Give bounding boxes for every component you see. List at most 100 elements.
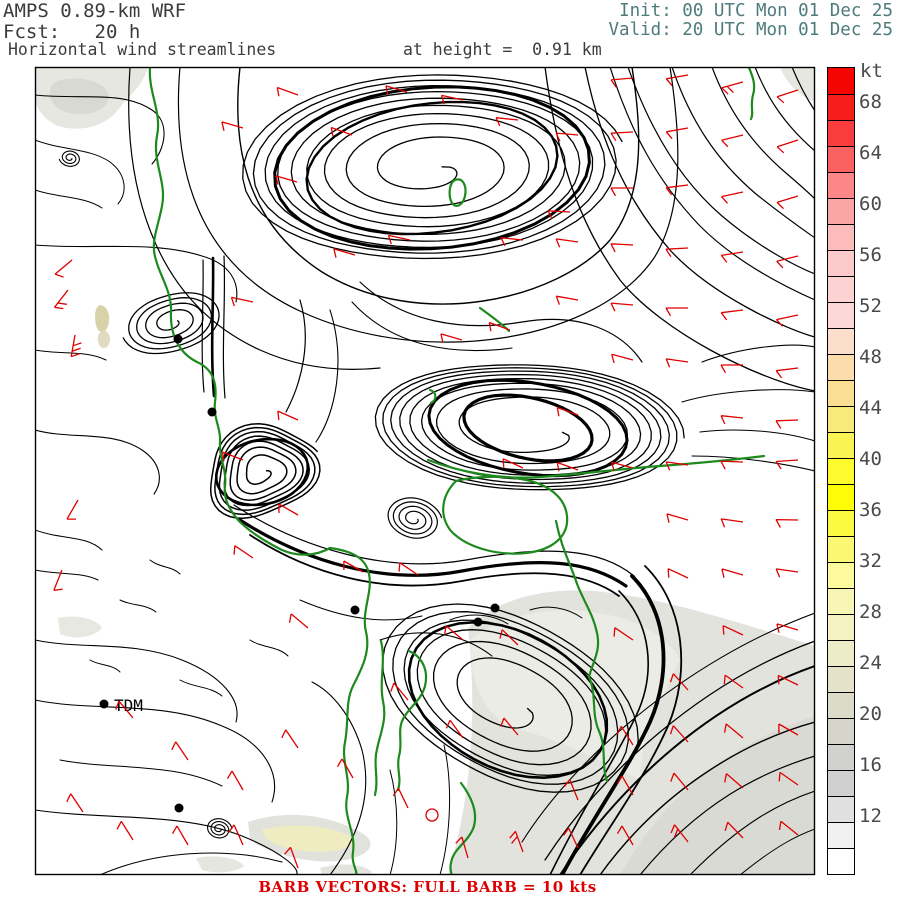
wind-barb	[171, 741, 189, 761]
colorbar-cell	[828, 718, 854, 744]
colorbar-tick-label: 44	[859, 397, 882, 419]
wind-barb	[555, 295, 579, 305]
wind-barb	[721, 568, 744, 578]
colorbar-tick-label: 20	[859, 703, 882, 725]
coastline	[426, 454, 766, 479]
wind-barb	[778, 820, 799, 836]
wind-barb	[555, 132, 579, 142]
colorbar-units-label: kt	[860, 60, 883, 82]
colorbar-cell	[828, 562, 854, 588]
streamline	[177, 67, 679, 343]
wind-barb	[116, 820, 134, 841]
wind-barb	[556, 461, 579, 472]
wind-barb	[724, 773, 744, 789]
wind-barb	[775, 367, 799, 379]
terrain-patch	[95, 305, 110, 332]
wind-barb	[669, 673, 689, 691]
wind-barb	[440, 333, 463, 343]
height-label: at height = 0.91 km	[403, 40, 602, 59]
terrain-patch	[58, 616, 102, 638]
wind-barb	[775, 459, 799, 470]
colorbar-cell	[828, 302, 854, 328]
wind-barb	[776, 623, 799, 633]
colorbar-cell	[828, 822, 854, 848]
streamline	[149, 559, 181, 575]
streamline	[35, 569, 99, 581]
colorbar-cell	[828, 276, 854, 302]
wind-barb	[665, 247, 689, 258]
wind-barb	[670, 824, 689, 843]
wind-barb	[616, 825, 634, 846]
vortex-dense-ring	[273, 85, 591, 251]
wind-barb	[336, 758, 354, 779]
streamline	[699, 429, 815, 442]
wind-barbs-group	[53, 74, 799, 869]
wind-barb	[563, 779, 579, 801]
streamline	[521, 612, 815, 843]
vortex-spiral	[207, 818, 233, 839]
colorbar-cell	[828, 432, 854, 458]
wind-barb	[228, 824, 244, 846]
streamline	[222, 255, 226, 399]
wind-barb	[776, 89, 799, 104]
station-dot	[174, 803, 184, 813]
init-time: Init: 00 UTC Mon 01 Dec 25	[619, 1, 893, 21]
streamline	[529, 606, 583, 619]
station-dot	[473, 617, 483, 627]
terrain-patch	[196, 856, 244, 873]
streamline	[128, 67, 381, 371]
colorbar-cell	[828, 380, 854, 406]
wind-barb	[666, 513, 689, 523]
wind-barb	[723, 674, 744, 689]
wind-barb	[547, 210, 571, 220]
wind-barb	[277, 410, 299, 421]
colorbar-cell	[828, 640, 854, 666]
colorbar	[827, 67, 855, 875]
wind-barb	[275, 175, 298, 185]
station-dot	[490, 603, 500, 613]
streamline	[285, 299, 306, 413]
colorbar-cell	[828, 94, 854, 120]
map-border	[34, 66, 816, 876]
wind-barb	[276, 86, 299, 97]
streamline	[237, 67, 640, 305]
wind-barb	[720, 364, 743, 374]
terrain-patch	[262, 825, 356, 852]
model-title: AMPS 0.89-km WRF	[3, 0, 187, 22]
colorbar-tick-label: 28	[859, 601, 882, 623]
wind-barb	[333, 248, 356, 258]
vortices-group	[58, 74, 685, 839]
wind-barb	[343, 560, 364, 573]
colorbar-cell	[828, 744, 854, 770]
streamline	[35, 699, 276, 803]
colorbar-cell	[828, 354, 854, 380]
streamline	[238, 518, 628, 588]
streamlines-group	[35, 67, 815, 875]
streamline	[544, 640, 815, 861]
forecast-hour: Fcst: 20 h	[3, 21, 141, 43]
coastline	[328, 546, 371, 875]
wind-barb	[392, 787, 409, 809]
streamline	[351, 301, 513, 352]
wind-barb	[278, 503, 299, 516]
streamline	[439, 744, 451, 875]
wind-barb	[616, 725, 634, 746]
streamline	[627, 67, 815, 275]
wind-barb	[500, 717, 519, 736]
wind-barb	[610, 187, 633, 197]
streamline	[544, 67, 815, 392]
wind-barb	[226, 770, 244, 791]
colorbar-cell	[828, 588, 854, 614]
colorbar-cell	[828, 68, 854, 94]
colorbar-tick-label: 36	[859, 499, 882, 521]
colorbar-cell	[828, 770, 854, 796]
vortex-dense-ring	[305, 100, 559, 236]
wind-barb	[70, 334, 82, 358]
coastline	[373, 639, 386, 797]
wind-barb	[221, 451, 244, 462]
streamline	[560, 574, 666, 875]
wind-barb	[775, 568, 799, 578]
colorbar-tick-label: 64	[859, 142, 882, 164]
vortex-spiral	[58, 150, 80, 167]
wind-barb	[669, 725, 689, 743]
